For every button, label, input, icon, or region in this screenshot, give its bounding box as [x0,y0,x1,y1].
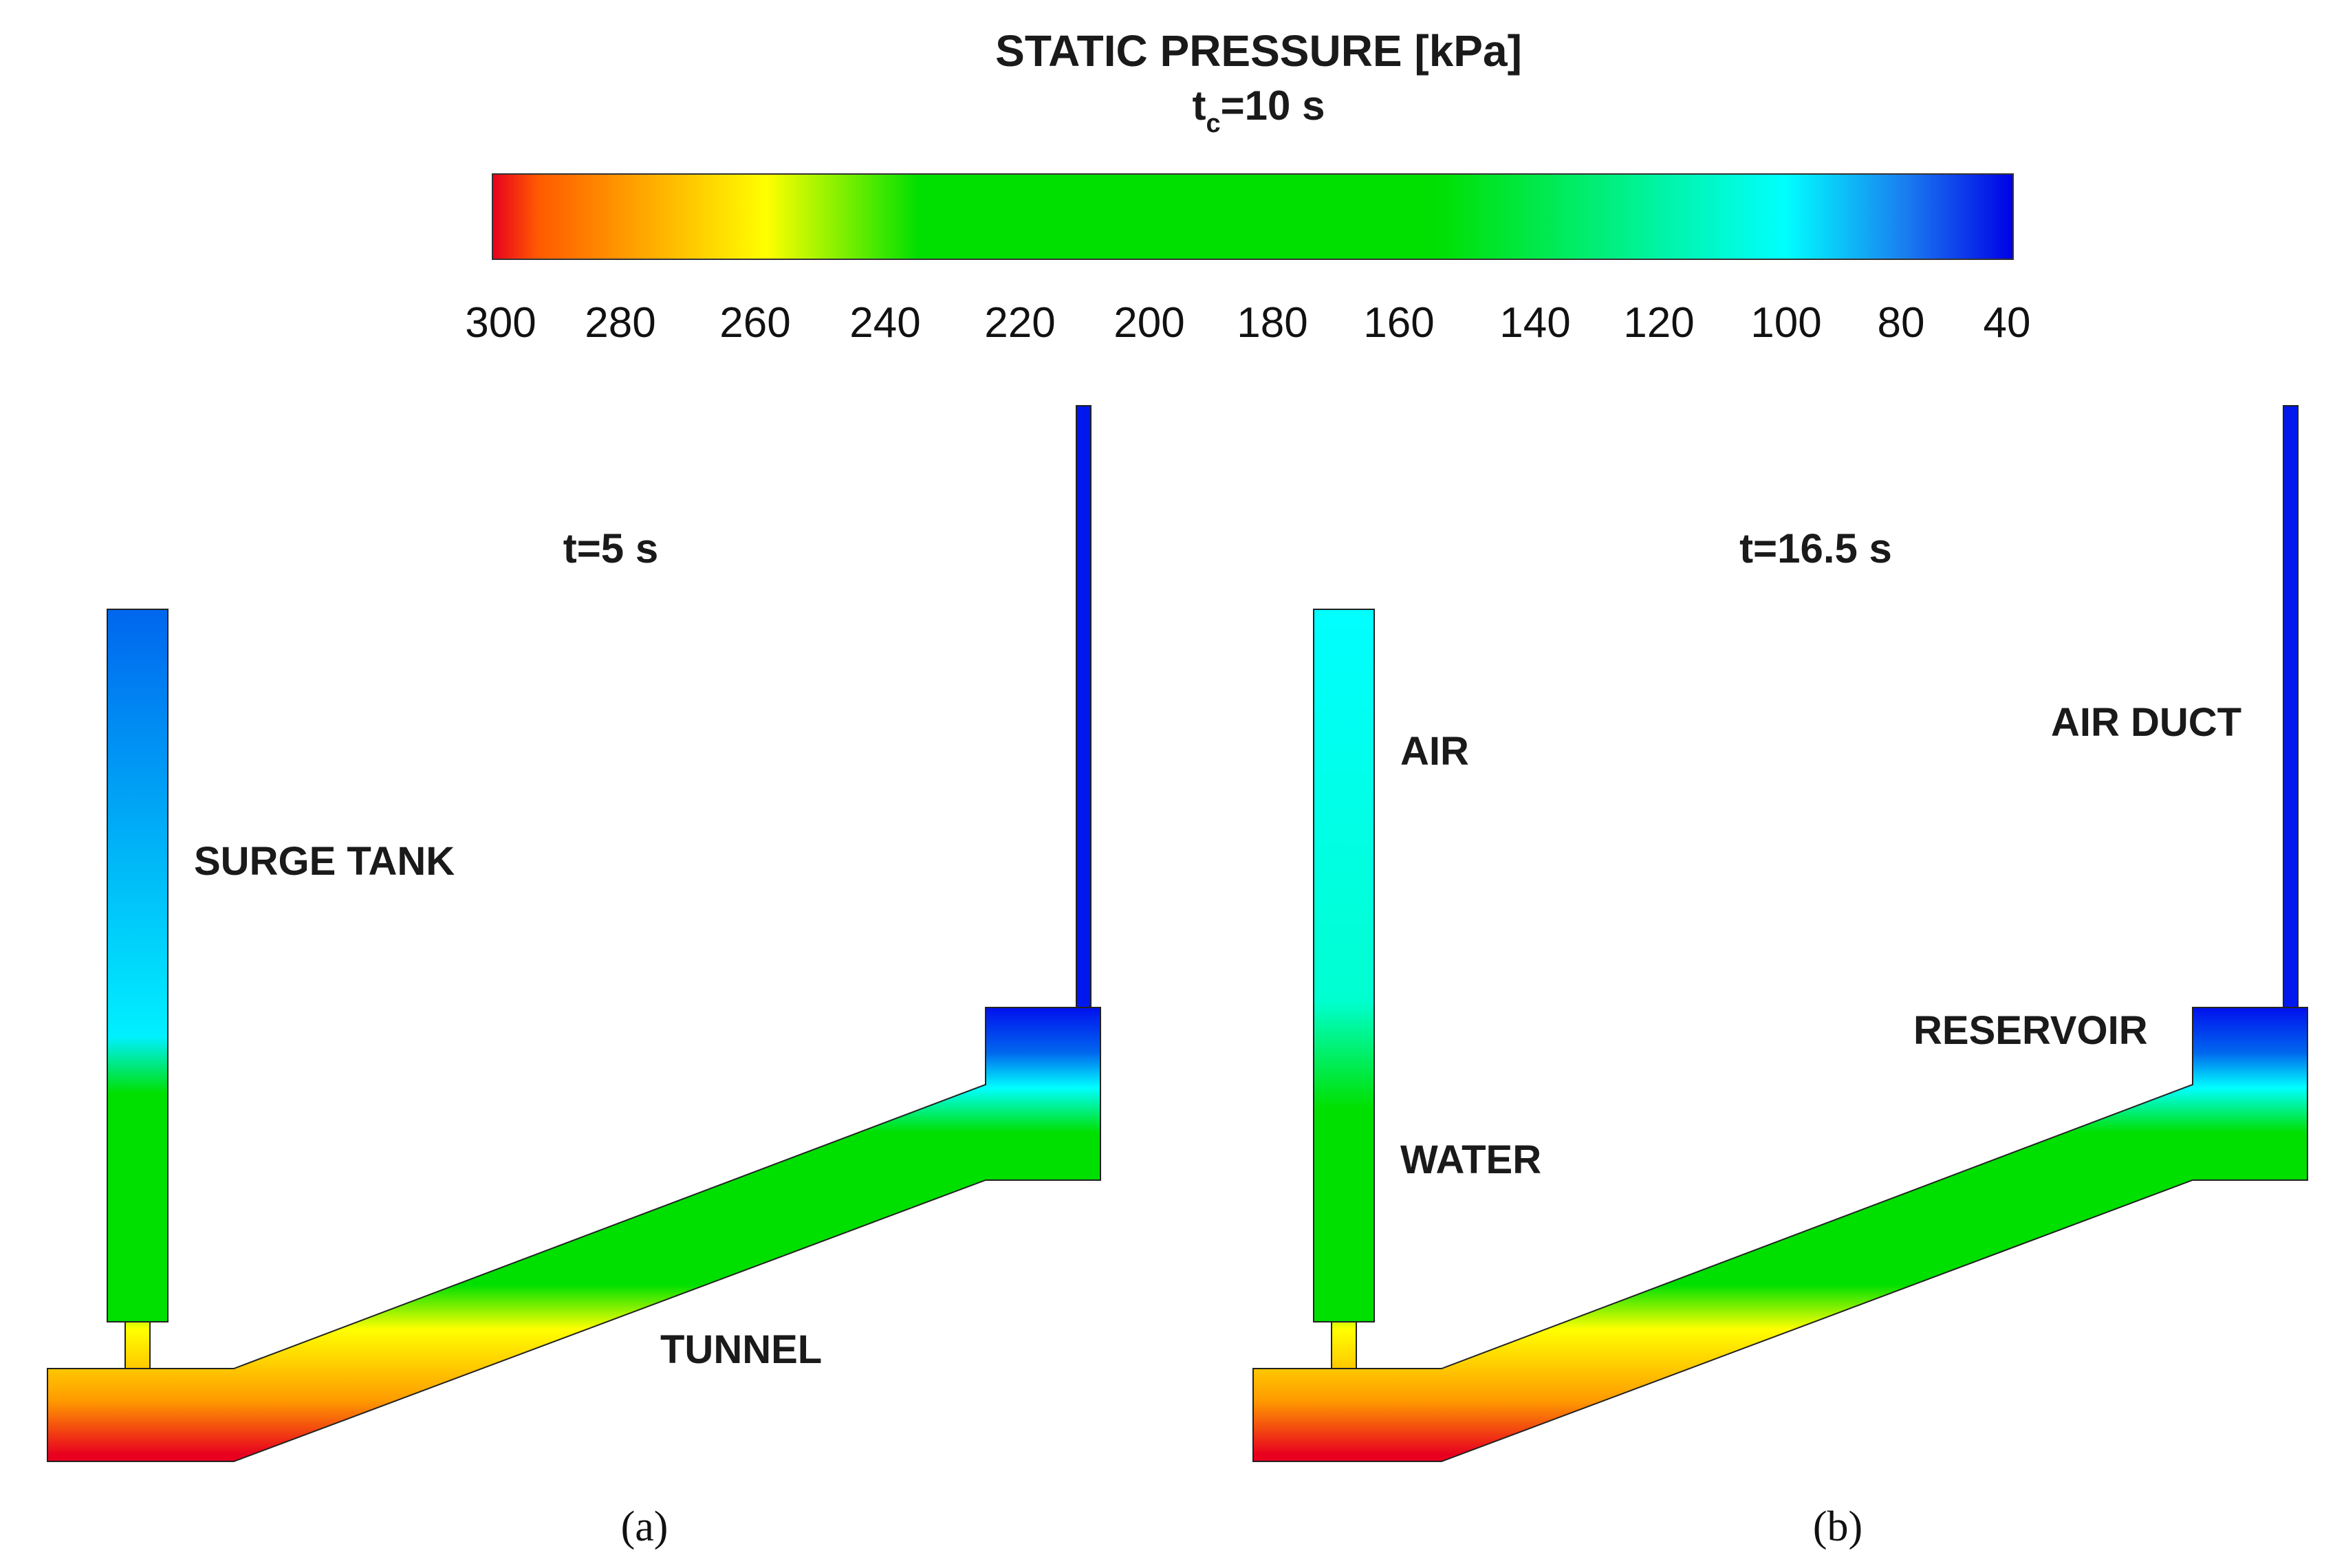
tunnel-label: TUNNEL [660,1327,822,1372]
tick-label: 260 [719,299,790,347]
subtitle-t: t [1193,83,1206,129]
tick-label: 300 [465,299,536,347]
tick-label: 200 [1114,299,1184,347]
air-duct-shape [2283,405,2299,1015]
tick-label: 280 [585,299,655,347]
water-label: WATER [1400,1137,1541,1182]
surge-tank-label: SURGE TANK [194,839,455,884]
subtitle-sub: c [1206,109,1221,138]
tick-label: 80 [1878,299,1925,347]
tick-label: 120 [1623,299,1694,347]
tick-label: 100 [1750,299,1821,347]
caption-b: (b) [1813,1503,1862,1550]
tick-label: 160 [1363,299,1434,347]
caption-a: (a) [621,1503,669,1550]
panel-a-time: t=5 s [563,525,658,571]
tunnel-reservoir-shape [1252,1007,2308,1462]
colorbar-subtitle: tc=10 s [1193,83,1325,138]
surge-tank-shape [1313,609,1375,1322]
reservoir-label: RESERVOIR [1913,1008,2148,1053]
tick-label: 180 [1237,299,1307,347]
tick-label: 240 [849,299,920,347]
colorbar-title: STATIC PRESSURE [kPa] [995,26,1522,76]
colorbar-ticks: 300 280 260 240 220 200 180 160 140 120 … [465,299,2030,347]
panel-b: t=16.5 s AIR WATER AIR DUCT RESERVOIR (b… [1252,405,2308,1550]
colorbar-gradient [492,173,2014,260]
subtitle-rest: =10 s [1221,83,1325,129]
surge-tank-shape [107,609,169,1322]
air-duct-label: AIR DUCT [2051,700,2241,745]
tick-label: 40 [1984,299,2031,347]
tick-label: 140 [1499,299,1570,347]
air-label: AIR [1400,729,1469,774]
air-duct-shape [1076,405,1091,1015]
tunnel-reservoir-shape [47,1007,1101,1462]
orifice-shape [124,1321,151,1369]
tick-label: 220 [984,299,1055,347]
panel-a: t=5 s SURGE TANK TUNNEL (a) [47,405,1101,1550]
orifice-shape [1331,1321,1357,1369]
panel-b-time: t=16.5 s [1739,525,1892,571]
